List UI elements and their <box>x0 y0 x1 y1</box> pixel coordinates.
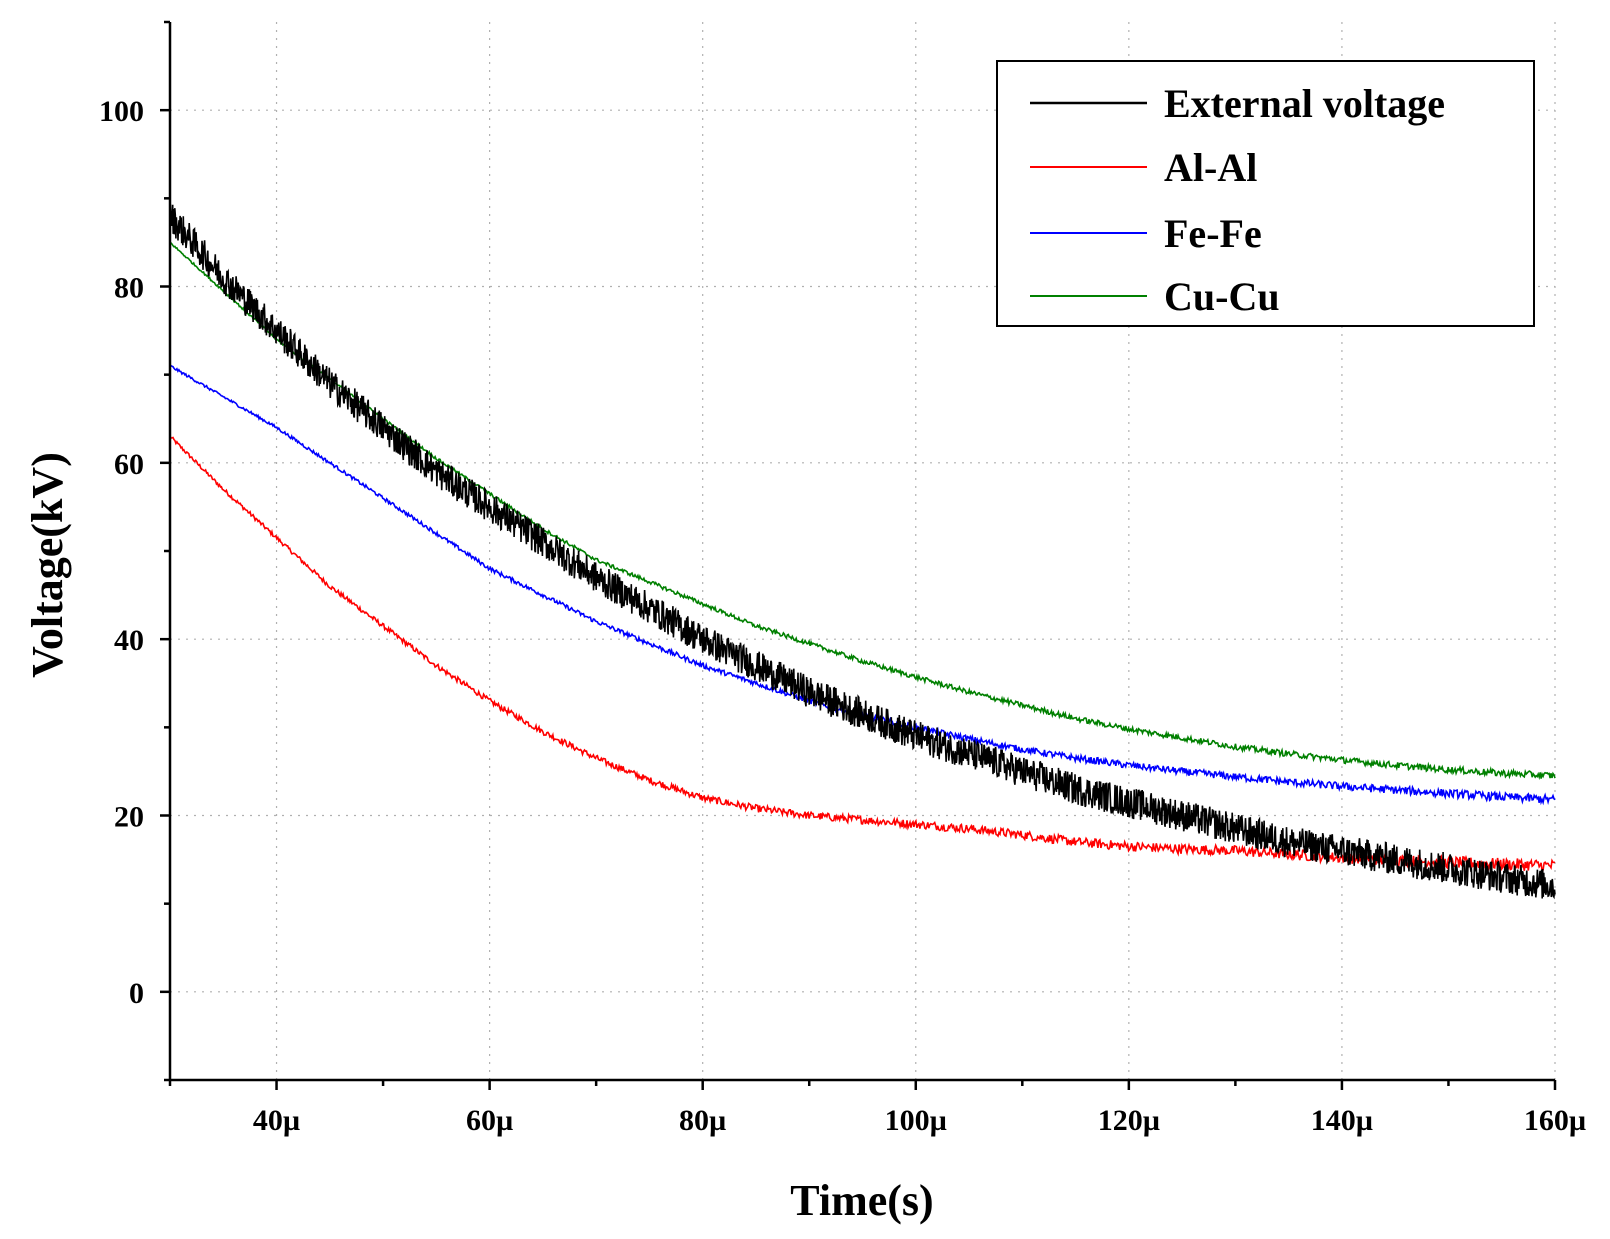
x-tick-label: 40µ <box>253 1104 300 1137</box>
legend-box <box>996 60 1535 327</box>
y-tick-label: 40 <box>114 624 144 657</box>
y-axis-ticks: 0 20 40 60 80 100 <box>99 20 170 1082</box>
y-axis-title: Voltage(kV) <box>23 452 72 678</box>
y-tick-label: 80 <box>114 272 144 305</box>
series-lines <box>169 204 1556 900</box>
x-axis-ticks: 40µ 60µ 80µ 100µ 120µ 140µ 160µ <box>168 1080 1586 1137</box>
x-tick-label: 160µ <box>1524 1104 1586 1137</box>
y-tick-label: 60 <box>114 448 144 481</box>
x-tick-label: 60µ <box>466 1104 513 1137</box>
legend-label-fe-fe: Fe-Fe <box>1164 211 1262 256</box>
legend: External voltage Al-Al Fe-Fe Cu-Cu <box>996 60 1535 327</box>
x-axis-title: Time(s) <box>790 1176 933 1225</box>
series-line-external-voltage <box>169 204 1556 900</box>
legend-label-cu-cu: Cu-Cu <box>1164 274 1280 319</box>
x-tick-label: 120µ <box>1098 1104 1160 1137</box>
y-tick-label: 100 <box>99 95 144 128</box>
legend-label-al-al: Al-Al <box>1164 145 1257 190</box>
series-line-cu-cu <box>169 241 1556 781</box>
series-line-al-al <box>169 435 1556 874</box>
y-tick-label: 0 <box>129 977 144 1010</box>
y-tick-label: 20 <box>114 801 144 834</box>
legend-label-external-voltage: External voltage <box>1164 81 1445 126</box>
x-tick-label: 100µ <box>885 1104 947 1137</box>
x-tick-label: 80µ <box>679 1104 726 1137</box>
x-tick-label: 140µ <box>1311 1104 1373 1137</box>
